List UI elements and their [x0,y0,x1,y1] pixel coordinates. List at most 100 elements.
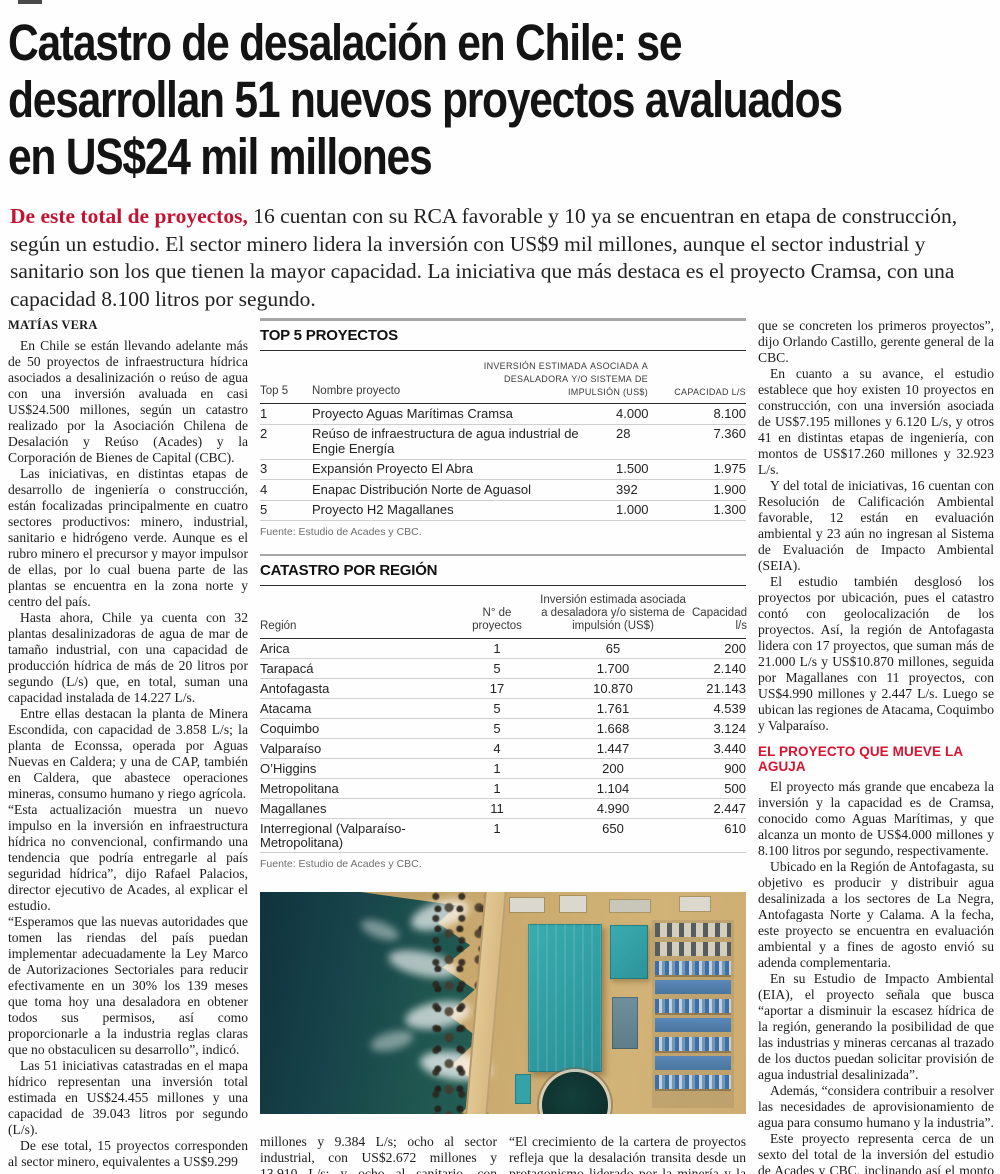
paragraph: “Esperamos que las nuevas autoridades qu… [8,914,248,1057]
paragraph: En Chile se están llevando adelante más … [8,338,248,465]
plant-structure [560,896,586,912]
paragraph: En cuanto a su avance, el estudio establ… [758,366,994,477]
article-columns: MATÍAS VERA En Chile se están llevando a… [8,318,994,1174]
table-cell: Metropolitana [260,780,339,796]
table-cell: 1.000 [616,502,649,517]
table-body: Arica 1 65 200 Tarapacá 5 1.700 2.140 Antofagast… [260,639,746,853]
unit-roof [655,980,731,994]
paragraph: El estudio también desglosó los proyecto… [758,574,994,733]
middle-column: TOP 5 PROYECTOS Top 5 Nombre proyecto In… [260,318,747,1174]
table-cell: 17 [489,680,505,696]
table-catastro-region: CATASTRO POR REGIÓN Región N° de proyect… [260,554,747,872]
table-cell: 1 [260,405,268,421]
table-cell: 2.140 [713,660,746,676]
table-row: 1 Proyecto Aguas Marítimas Cramsa 4.000 8.1… [260,404,746,425]
column-header-investment: Inversión estimada asociada a desaladora… [483,358,648,398]
column-header-name: Nombre proyecto [312,385,401,397]
lede: De este total de proyectos, 16 cuentan c… [10,203,992,313]
paragraph: Este proyecto representa cerca de un sex… [758,1131,994,1174]
table-title: TOP 5 PROYECTOS [260,327,398,344]
table-cell: 1.900 [713,481,746,497]
table-cell: 4 [493,740,501,756]
table-row: Coquimbo 5 1.668 3.124 [260,719,746,739]
table-cell: Interregional (Valparaíso- Metropolitana… [260,820,406,850]
table-cell: 11 [490,800,504,816]
secondary-teal-roof [610,925,648,979]
table-cell: Arica [260,640,290,656]
table-cell: 2.447 [713,800,746,816]
plant-structure [610,900,650,912]
mid-subcolumns: millones y 9.384 L/s; ocho al sector ind… [260,1134,746,1174]
table-cell: 1 [493,640,501,656]
table-cell: 1.104 [596,780,630,796]
paragraph: Y del total de iniciativas, 16 cuentan c… [758,478,994,573]
table-cell: 1 [493,820,501,836]
small-teal-building [515,1074,531,1104]
headline-line: desarrollan 51 nuevos proyectos avaluado… [8,71,843,128]
lede-lead-in: De este total de proyectos, [10,204,248,228]
table-row: Metropolitana 1 1.104 500 [260,779,746,799]
rule [260,350,746,351]
table-cell: Reúso de infraestructura de agua industr… [312,426,579,456]
table-cell: 900 [724,760,746,776]
rule [260,403,746,404]
table-cell: 4 [260,481,268,497]
table-row: O’Higgins 1 200 900 [260,759,746,779]
table-cell: 1.975 [713,461,746,476]
paragraph: Ubicado en la Región de Antofagasta, su … [758,859,994,970]
table-header-row: Top 5 Nombre proyecto Inversión estimada… [260,351,746,403]
lede-text: 16 cuentan con su RCA favorable y 10 ya … [10,204,958,311]
mid-left-column: millones y 9.384 L/s; ocho al sector ind… [260,1134,497,1174]
paragraph: Las iniciativas, en distintas etapas de … [8,466,248,609]
unit-roof [655,1056,731,1070]
paragraph: Además, “considera contribuir a resolver… [758,1083,994,1130]
table-source: Fuente: Estudio de Acades y CBC. [260,526,422,538]
table-cell: Magallanes [260,800,327,816]
mid-right-column: “El crecimiento de la cartera de proyect… [509,1134,746,1174]
table-cell: Expansión Proyecto El Abra [312,461,474,476]
table-row: Valparaíso 4 1.447 3.440 [260,739,746,759]
table-cell: 1.500 [616,461,649,476]
byline: MATÍAS VERA [8,318,98,332]
right-column-text-2: El proyecto más grande que encabeza la i… [758,779,994,1174]
right-column-text: En cuanto a su avance, el estudio establ… [758,366,994,734]
table-row: 4 Enapac Distribución Norte de Aguasol 392… [260,480,746,501]
table-cell: 1.668 [596,720,630,736]
table-cell: 3.124 [713,720,746,736]
headline-line: en US$24 mil millones [8,128,433,185]
table-row: Tarapacá 5 1.700 2.140 [260,659,746,679]
table-cell: 392 [616,481,638,497]
table-cell: 8.100 [713,405,746,421]
table-cell: 7.360 [713,426,746,441]
unit-row [655,923,731,937]
table-header-row: Región N° de proyectos Inversión estimad… [260,586,747,638]
table-top5-proyectos: TOP 5 PROYECTOS Top 5 Nombre proyecto In… [260,318,746,540]
left-column-text: En Chile se están llevando adelante más … [8,338,248,1170]
table-cell: 4.000 [616,405,649,421]
table-cell: 5 [260,502,268,517]
table-cell: Enapac Distribución Norte de Aguasol [312,481,531,497]
table-row: Interregional (Valparaíso- Metropolitana… [260,819,746,853]
table-cell: 2 [260,426,268,441]
table-cell: 4.539 [713,700,746,716]
table-cell: Proyecto Aguas Marítimas Cramsa [312,405,513,421]
table-cell: O’Higgins [260,760,317,776]
column-header-capacity: Capacidad L/s [674,384,746,398]
paragraph: millones y 9.384 L/s; ocho al sector ind… [260,1134,497,1174]
table-cell: 5 [493,700,501,716]
table-cell: Antofagasta [260,680,330,696]
headline-line: Catastro de desalación en Chile: se [8,14,683,71]
unit-row [655,999,731,1013]
table-cell: 1.761 [596,700,630,716]
unit-row [655,1075,731,1089]
table-cell: 4.990 [596,800,630,816]
unit-row [655,942,731,956]
unit-row [655,961,731,975]
unit-roof [655,1018,731,1032]
plant-structure [510,898,544,912]
table-cell: Valparaíso [260,740,322,756]
paragraph: El proyecto más grande que encabeza la i… [758,779,994,858]
paragraph: que se concreten los primeros proyectos”… [758,318,994,365]
table-row: Arica 1 65 200 [260,639,746,659]
